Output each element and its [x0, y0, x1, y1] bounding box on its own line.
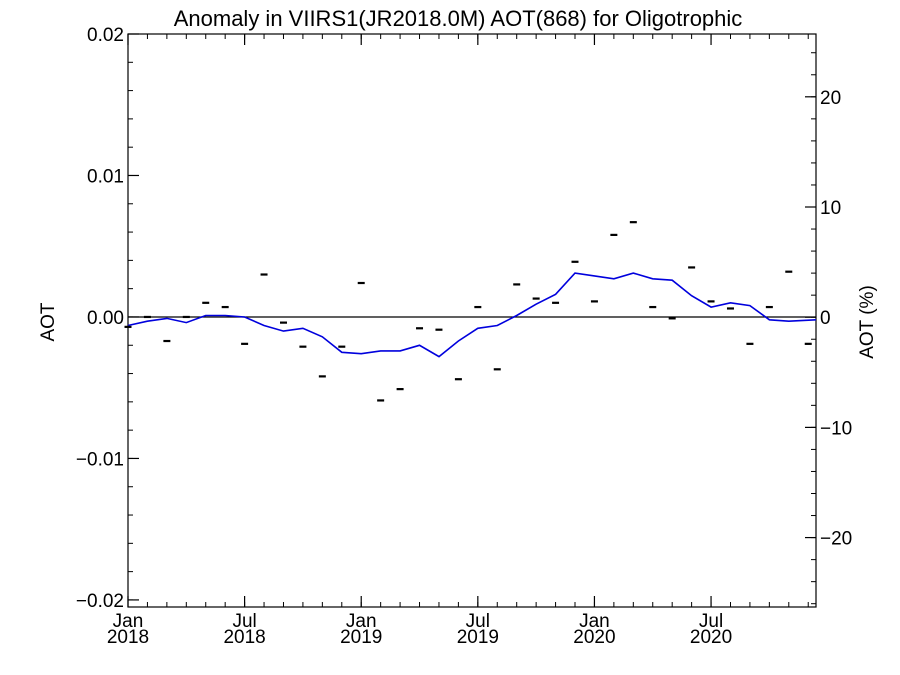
y-tick-label: 0.01	[87, 166, 124, 187]
x-tick-year: 2019	[340, 627, 382, 648]
x-tick-year: 2018	[223, 627, 265, 648]
x-tick-month: Jan	[579, 611, 610, 632]
y2-tick-label: −10	[820, 418, 852, 439]
y-tick-label: 0.02	[87, 25, 124, 46]
y-tick-label: −0.01	[76, 449, 124, 470]
series-group	[124, 221, 817, 402]
x-tick-year: 2018	[107, 627, 149, 648]
right-y-axis: 20 10 0 −10 −20	[805, 88, 852, 550]
x-tick-month: Jan	[346, 611, 377, 632]
x-tick-year: 2020	[573, 627, 615, 648]
x-tick-month: Jan	[113, 611, 144, 632]
y-tick-label: −0.02	[76, 591, 124, 612]
y-tick-label: 0.00	[87, 308, 124, 329]
y2-tick-label: −20	[820, 529, 852, 550]
x-tick-month: Jul	[232, 611, 256, 632]
x-tick-month: Jul	[699, 611, 723, 632]
minor-ticks	[127, 33, 816, 607]
x-axis: Jan2018Jul2018Jan2019Jul2019Jan2020Jul20…	[107, 34, 732, 648]
left-y-axis: 0.02 0.01 0.00 −0.01 −0.02	[76, 25, 139, 612]
y2-tick-label: 10	[820, 198, 841, 219]
x-tick-year: 2020	[690, 627, 732, 648]
y2-axis-title: AOT (%)	[857, 285, 878, 359]
y2-tick-label: 0	[820, 308, 831, 329]
x-tick-year: 2019	[457, 627, 499, 648]
y-axis-title: AOT	[38, 302, 59, 341]
anomaly-line	[127, 272, 817, 358]
chart-title: Anomaly in VIIRS1(JR2018.0M) AOT(868) fo…	[174, 6, 743, 31]
y2-tick-label: 20	[820, 88, 841, 109]
x-tick-month: Jul	[466, 611, 490, 632]
plot-frame	[127, 33, 817, 608]
